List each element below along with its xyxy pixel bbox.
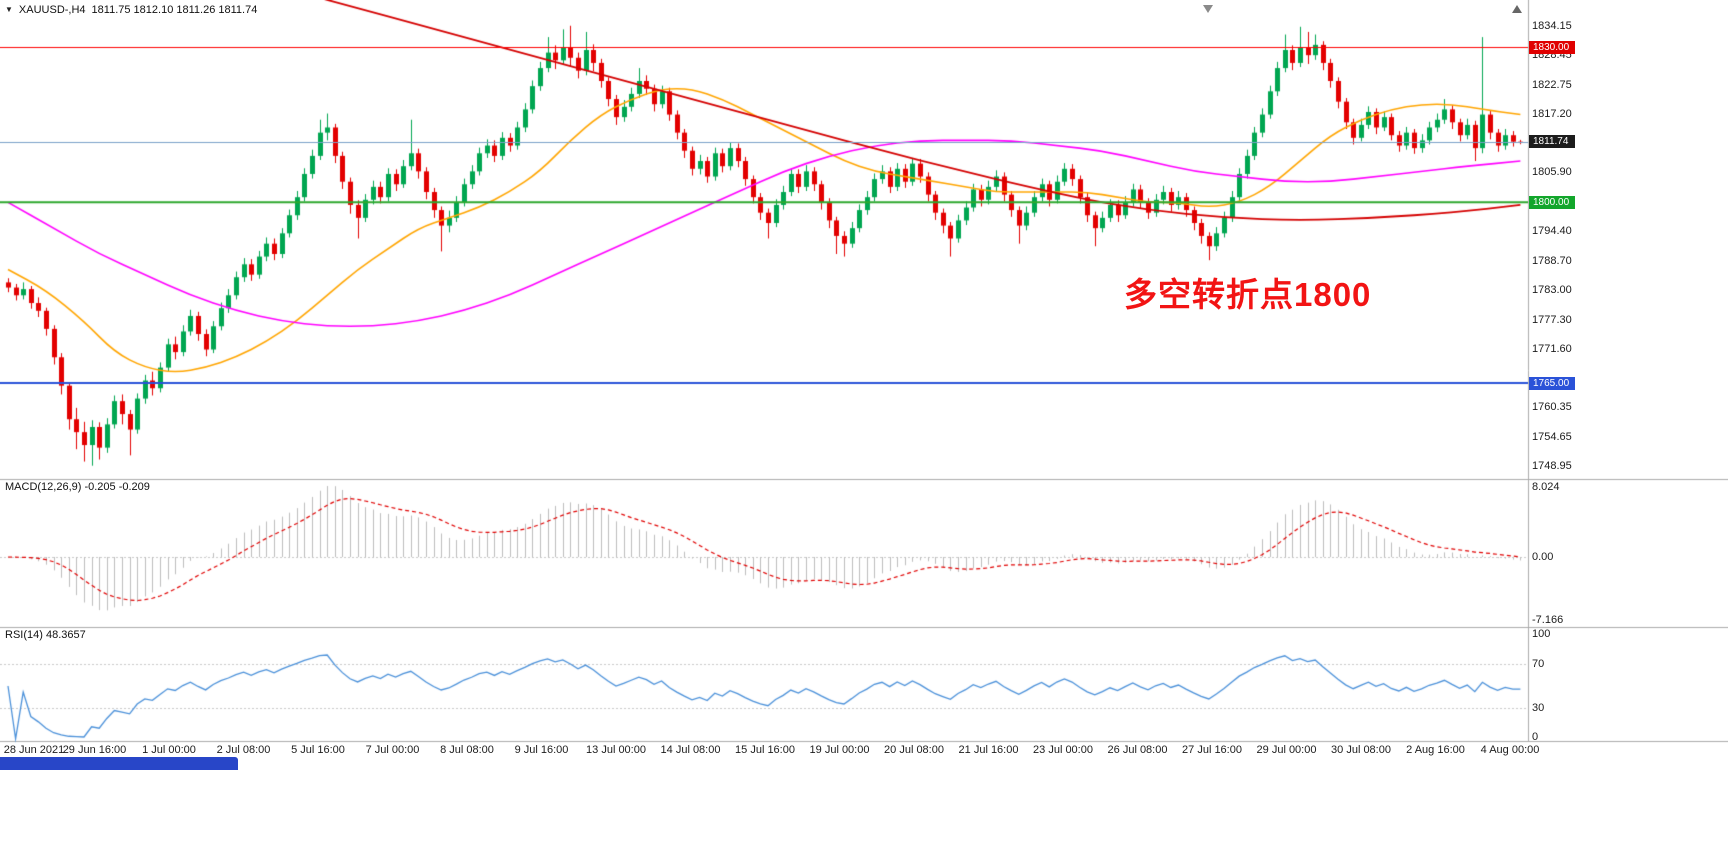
scroll-up-icon[interactable] — [1512, 5, 1522, 13]
chart-header: ▼ XAUUSD-,H4 1811.75 1812.10 1811.26 181… — [5, 4, 257, 16]
chart-shift-marker-icon[interactable] — [1203, 5, 1213, 13]
chart-canvas[interactable] — [0, 0, 1728, 775]
rsi-label: RSI(14) 48.3657 — [5, 629, 86, 641]
annotation-text: 多空转折点1800 — [1124, 276, 1372, 313]
symbol-period-label: XAUUSD-,H4 — [18, 4, 86, 16]
ohlc-values: 1811.75 1812.10 1811.26 1811.74 — [91, 4, 258, 16]
macd-label: MACD(12,26,9) -0.205 -0.209 — [5, 481, 150, 493]
symbol-marker-icon: ▼ — [5, 5, 13, 14]
taskbar-fragment[interactable] — [0, 757, 238, 770]
